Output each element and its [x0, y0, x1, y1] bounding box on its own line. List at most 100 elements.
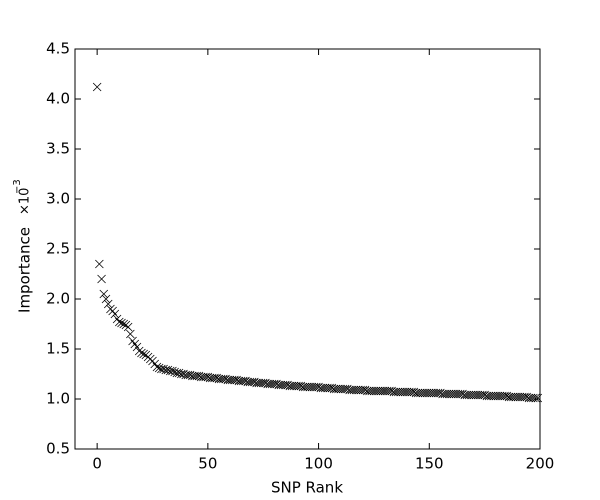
point	[363, 386, 372, 396]
point	[276, 380, 286, 390]
x-tick-label: 200	[526, 455, 555, 473]
point	[305, 382, 314, 392]
point	[531, 393, 540, 403]
y-tick-label: 2.5	[46, 240, 70, 258]
point	[444, 389, 454, 399]
point	[243, 377, 252, 387]
point	[332, 384, 341, 394]
point	[137, 348, 146, 358]
point	[429, 388, 438, 398]
point	[427, 388, 436, 398]
point	[303, 382, 312, 392]
point	[263, 379, 272, 389]
point	[380, 386, 390, 396]
point	[265, 379, 275, 389]
point	[329, 384, 339, 394]
point	[398, 387, 407, 397]
point	[402, 387, 412, 397]
point	[99, 289, 109, 299]
point	[188, 371, 197, 381]
y-tick-label: 1.0	[46, 390, 70, 408]
point	[101, 294, 111, 304]
point	[334, 384, 343, 394]
point	[467, 390, 476, 400]
point	[484, 391, 494, 401]
y-tick-label: 4.5	[46, 40, 70, 58]
x-axis-label: SNP Rank	[271, 479, 343, 497]
point	[438, 389, 447, 399]
point	[351, 385, 361, 395]
point	[301, 382, 310, 392]
point	[378, 386, 388, 396]
point	[369, 386, 379, 396]
y-tick-label: 1.5	[46, 340, 70, 358]
point	[509, 392, 518, 402]
point	[418, 388, 427, 398]
point	[123, 322, 133, 332]
point	[365, 386, 374, 396]
point	[524, 393, 534, 403]
point	[469, 390, 478, 400]
x-tick-label: 150	[415, 455, 444, 473]
point	[504, 392, 514, 402]
point	[126, 329, 135, 339]
point	[168, 366, 177, 376]
point	[119, 319, 128, 329]
point	[376, 386, 385, 396]
point	[420, 388, 430, 398]
point	[464, 390, 474, 400]
y-axis-label-group: Importance ×10 −3	[12, 179, 34, 313]
point	[285, 381, 295, 391]
point	[298, 382, 308, 392]
point	[349, 385, 359, 395]
point	[196, 372, 206, 382]
point	[396, 387, 405, 397]
point	[316, 383, 326, 393]
point	[132, 342, 142, 352]
point	[449, 389, 458, 399]
point	[318, 383, 328, 393]
point	[451, 389, 461, 399]
point	[152, 362, 162, 372]
point	[289, 381, 299, 391]
point	[234, 376, 244, 386]
y-multiplier-exponent: −3	[12, 179, 23, 194]
point	[307, 382, 317, 392]
x-tick-label: 50	[198, 455, 217, 473]
point	[223, 375, 233, 385]
point	[506, 392, 516, 402]
point	[460, 390, 469, 400]
point	[422, 388, 432, 398]
point	[117, 318, 126, 328]
point	[416, 388, 425, 398]
point	[487, 391, 496, 401]
point	[447, 389, 456, 399]
point	[442, 389, 452, 399]
point	[110, 309, 120, 319]
point	[511, 392, 520, 402]
point	[254, 378, 264, 388]
point	[97, 274, 106, 284]
point	[394, 387, 403, 397]
point	[529, 393, 538, 403]
point	[347, 385, 357, 395]
point	[473, 390, 483, 400]
point	[513, 392, 523, 402]
x-tick-label: 100	[304, 455, 333, 473]
point	[274, 380, 283, 390]
y-axis-label: Importance	[16, 227, 34, 313]
y-tick-label: 3.5	[46, 140, 70, 158]
point	[115, 317, 124, 327]
point	[214, 374, 224, 384]
point	[491, 391, 500, 401]
point	[533, 393, 543, 403]
point	[371, 386, 381, 396]
point	[482, 391, 492, 401]
y-tick-label: 0.5	[46, 440, 70, 458]
point	[411, 388, 421, 398]
x-tick-label: 0	[92, 455, 102, 473]
point	[400, 387, 410, 397]
point	[471, 390, 481, 400]
